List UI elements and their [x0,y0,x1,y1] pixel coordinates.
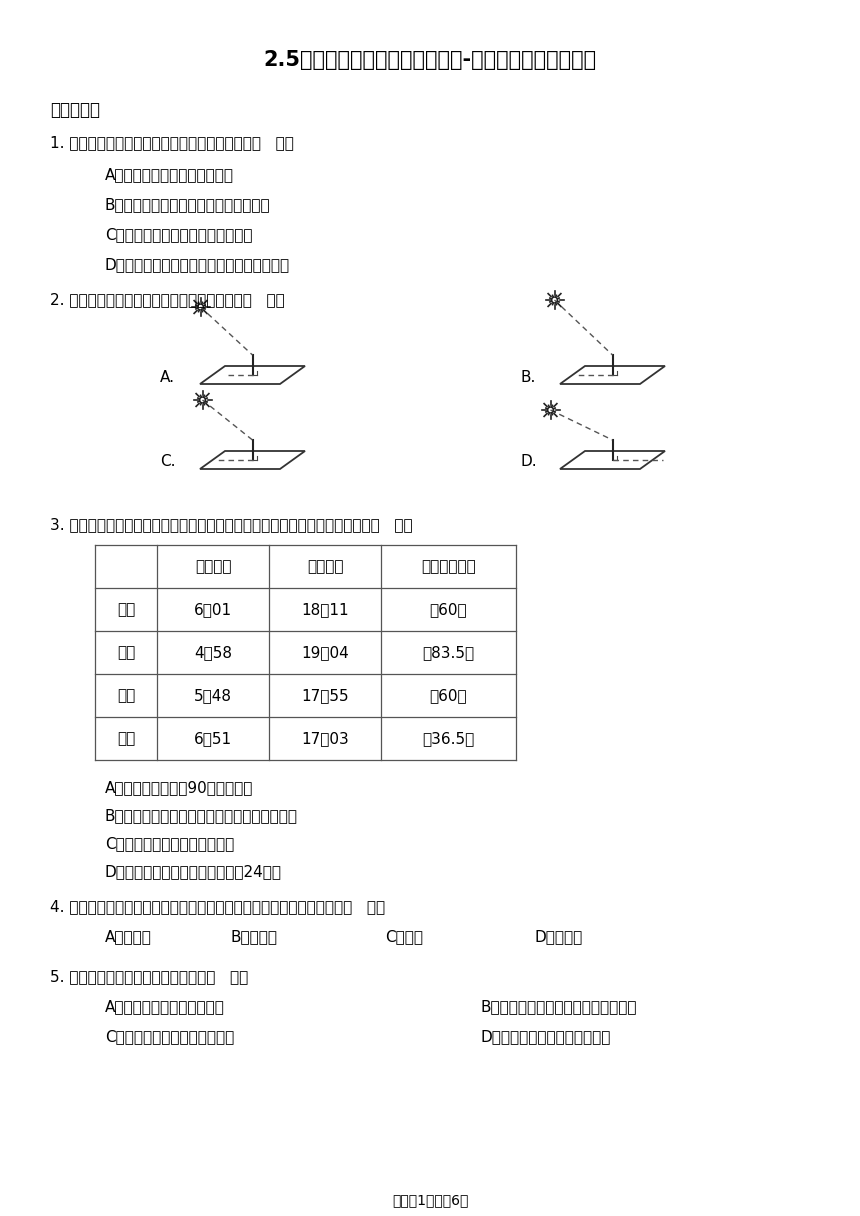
Text: 3. 如图是一年中杭州日出日落时间与正午太阳仰角变化表。下列说法错误的是（   ）。: 3. 如图是一年中杭州日出日落时间与正午太阳仰角变化表。下列说法错误的是（ ）。 [50,518,413,533]
Text: 4. 一年中，同一地点不同节日，校园的旗杆正午时分影子最长的一天是（   ）。: 4. 一年中，同一地点不同节日，校园的旗杆正午时分影子最长的一天是（ ）。 [50,900,385,914]
Text: 约36.5度: 约36.5度 [422,731,475,745]
Text: B．一年中正午时分物体影长的变化规律: B．一年中正午时分物体影长的变化规律 [105,197,271,213]
Text: 2. 夏至这一天，我们杭州正午影子最有可能是（   ）。: 2. 夏至这一天，我们杭州正午影子最有可能是（ ）。 [50,293,285,308]
Text: C．一天中物体影子方向的变化规律: C．一天中物体影子方向的变化规律 [105,227,253,242]
Text: 冬至: 冬至 [117,731,135,745]
Text: B．圭表的圭是有刻度的平面，可帮助读出影长: B．圭表的圭是有刻度的平面，可帮助读出影长 [105,809,298,823]
Text: 正午太阳仰角: 正午太阳仰角 [421,559,476,574]
Text: B.: B. [520,370,536,384]
Text: D．一年中正午时分物体影子方向的变化规律: D．一年中正午时分物体影子方向的变化规律 [105,258,290,272]
Text: 2.5影长的四季变化（同步练习）-六年级上册科学教科版: 2.5影长的四季变化（同步练习）-六年级上册科学教科版 [263,50,597,71]
Text: C.: C. [160,455,175,469]
Text: 日落时间: 日落时间 [307,559,343,574]
Text: 秋分: 秋分 [117,688,135,703]
Text: B．圭表被用来确定一天中的不同时辰: B．圭表被用来确定一天中的不同时辰 [480,1000,636,1014]
Text: C．古人用圭表确定二十四节气: C．古人用圭表确定二十四节气 [105,1030,234,1045]
Text: A．儿童节: A．儿童节 [105,929,152,945]
Text: 约83.5度: 约83.5度 [422,644,475,660]
Text: 1. 圭表是我国古代的天文仪器，古人用圭表观测（   ）。: 1. 圭表是我国古代的天文仪器，古人用圭表观测（ ）。 [50,135,294,151]
Text: 19：04: 19：04 [301,644,349,660]
Text: 5. 关于古代圭表，下列说法错误的是（   ）。: 5. 关于古代圭表，下列说法错误的是（ ）。 [50,969,249,985]
Text: A．夏至日正午阳光90度照射杭州: A．夏至日正午阳光90度照射杭州 [105,781,254,795]
Text: 一、选择题: 一、选择题 [50,101,100,119]
Text: 17：03: 17：03 [301,731,349,745]
Text: 4：58: 4：58 [194,644,232,660]
Text: D．圭表由圭和表两个部分组成: D．圭表由圭和表两个部分组成 [480,1030,611,1045]
Text: D．中秋节: D．中秋节 [535,929,583,945]
Text: 约60度: 约60度 [430,602,467,617]
Text: D．古人利用圭表测量影长划分出24节气: D．古人利用圭表测量影长划分出24节气 [105,865,282,879]
Text: 夏至: 夏至 [117,644,135,660]
Text: A.: A. [160,370,175,384]
Text: 18：11: 18：11 [301,602,349,617]
Text: 6：01: 6：01 [194,602,232,617]
Text: A．圭表一般放在固定的地方: A．圭表一般放在固定的地方 [105,1000,224,1014]
Text: 5：48: 5：48 [194,688,232,703]
Text: D.: D. [520,455,537,469]
Text: C．自制圭表要保证圭和表垂直: C．自制圭表要保证圭和表垂直 [105,837,234,851]
Text: 约60度: 约60度 [430,688,467,703]
Text: B．劳动节: B．劳动节 [230,929,277,945]
Text: 日出时间: 日出时间 [194,559,231,574]
Text: C．元旦: C．元旦 [385,929,423,945]
Text: 试卷第1页，兲6页: 试卷第1页，兲6页 [392,1193,468,1207]
Text: 17：55: 17：55 [301,688,349,703]
Text: 6：51: 6：51 [194,731,232,745]
Text: 春分: 春分 [117,602,135,617]
Text: A．一天中物体影长的变化规律: A．一天中物体影长的变化规律 [105,168,234,182]
